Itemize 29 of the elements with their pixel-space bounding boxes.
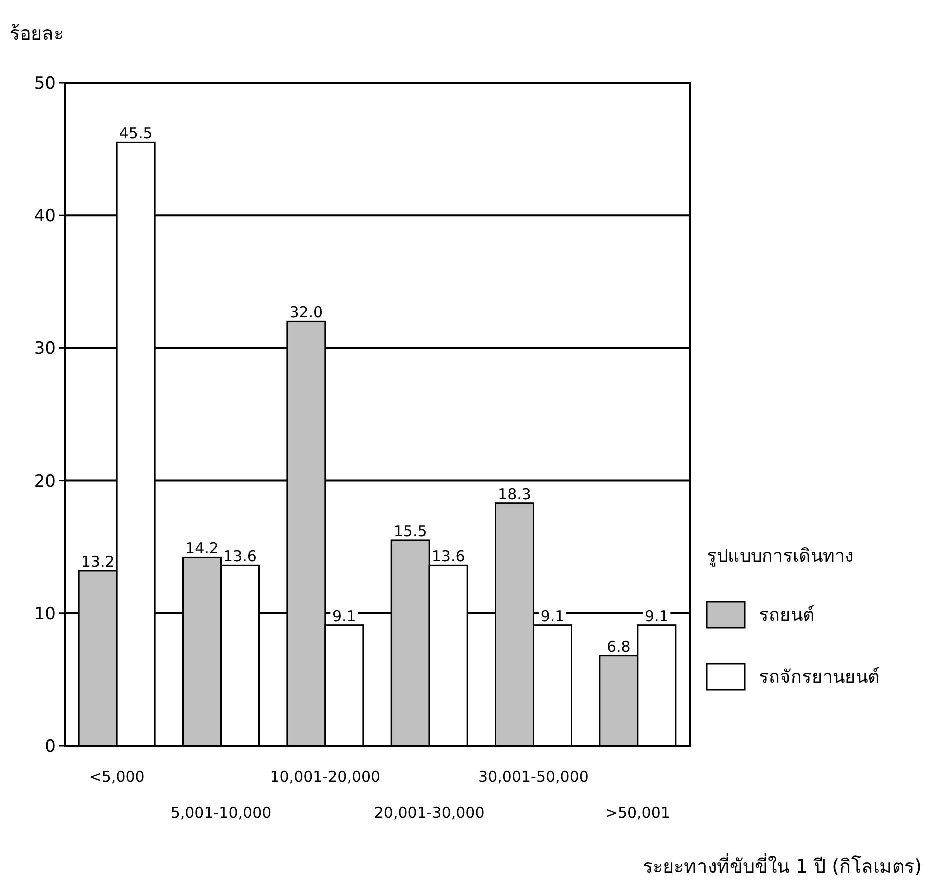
y-tick-label: 20	[34, 472, 56, 492]
x-tick-label: 30,001-50,000	[478, 768, 589, 786]
data-label: 13.6	[224, 548, 257, 566]
data-label: 9.1	[540, 607, 565, 626]
y-tick-label: 40	[34, 206, 56, 227]
data-label: 14.2	[186, 540, 219, 558]
legend-title: รูปแบบการเดินทาง	[707, 546, 854, 567]
legend-label: รถจักรยานยนต์	[759, 667, 880, 688]
data-label: 32.0	[290, 304, 324, 322]
y-tick-label: 50	[34, 74, 56, 94]
y-tick-label: 30	[34, 339, 56, 360]
data-label: 9.1	[644, 607, 669, 626]
y-tick-label: 0	[45, 737, 56, 757]
data-label: 18.3	[498, 485, 532, 504]
x-axis-title: ระยะทางที่ขับขี่ใน 1 ปี (กิโลเมตร)	[642, 853, 922, 878]
y-axis-title: ร้อยละ	[10, 23, 64, 45]
x-tick-label: 20,001-30,000	[374, 804, 485, 822]
data-label: 13.6	[432, 548, 466, 566]
legend-label: รถยนต์	[759, 605, 815, 626]
x-tick-label: 5,001-10,000	[170, 804, 272, 822]
data-label: 9.1	[332, 607, 356, 626]
data-label: 15.5	[394, 522, 428, 540]
data-label: 45.5	[119, 124, 153, 143]
y-tick-label: 10	[34, 604, 56, 624]
data-label: 13.2	[81, 552, 115, 571]
x-tick-label: 10,001-20,000	[270, 768, 381, 786]
x-tick-label: >50,001	[605, 804, 670, 822]
data-label: 6.8	[606, 638, 631, 656]
x-tick-label: <5,000	[89, 768, 145, 786]
